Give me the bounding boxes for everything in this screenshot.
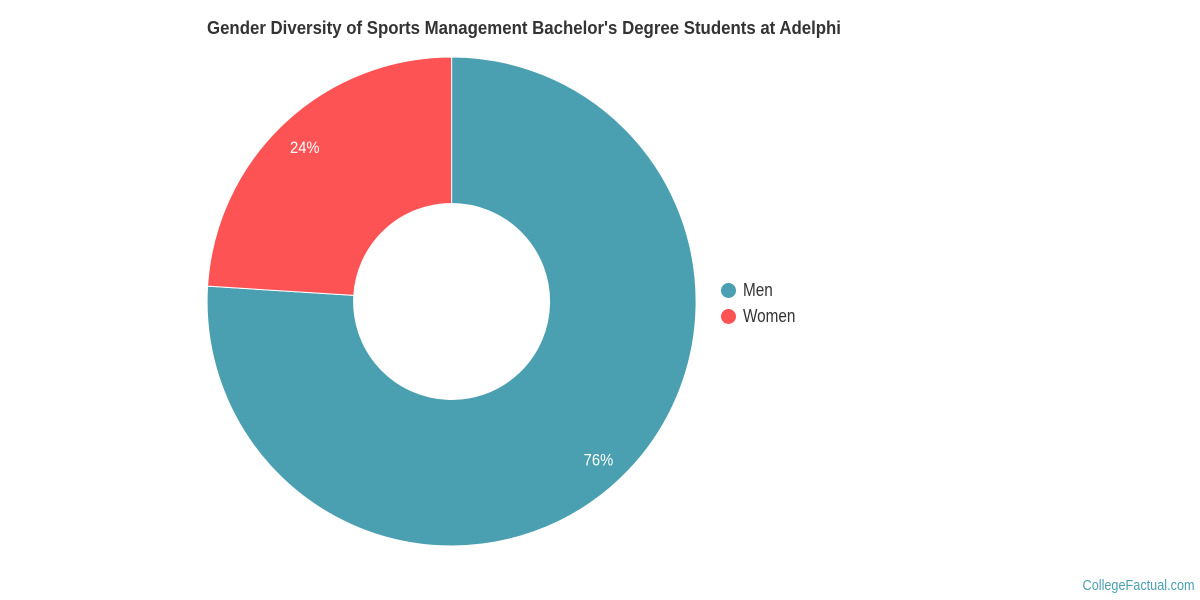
legend-item-men[interactable]: Men: [721, 277, 805, 303]
legend-label: Women: [743, 305, 796, 326]
slice-label-men: 76%: [584, 452, 614, 470]
legend-marker-icon: [721, 282, 736, 298]
chart-title: Gender Diversity of Sports Management Ba…: [207, 18, 841, 38]
pie-slice-women[interactable]: [207, 56, 453, 296]
chart-legend: Men Women: [721, 277, 805, 329]
legend-marker-icon: [721, 308, 736, 324]
credits-link[interactable]: CollegeFactual.com: [1082, 577, 1195, 594]
slice-label-women: 24%: [290, 139, 320, 157]
legend-item-women[interactable]: Women: [721, 303, 805, 329]
pie-slice-men[interactable]: [206, 56, 697, 547]
legend-label: Men: [743, 279, 773, 300]
